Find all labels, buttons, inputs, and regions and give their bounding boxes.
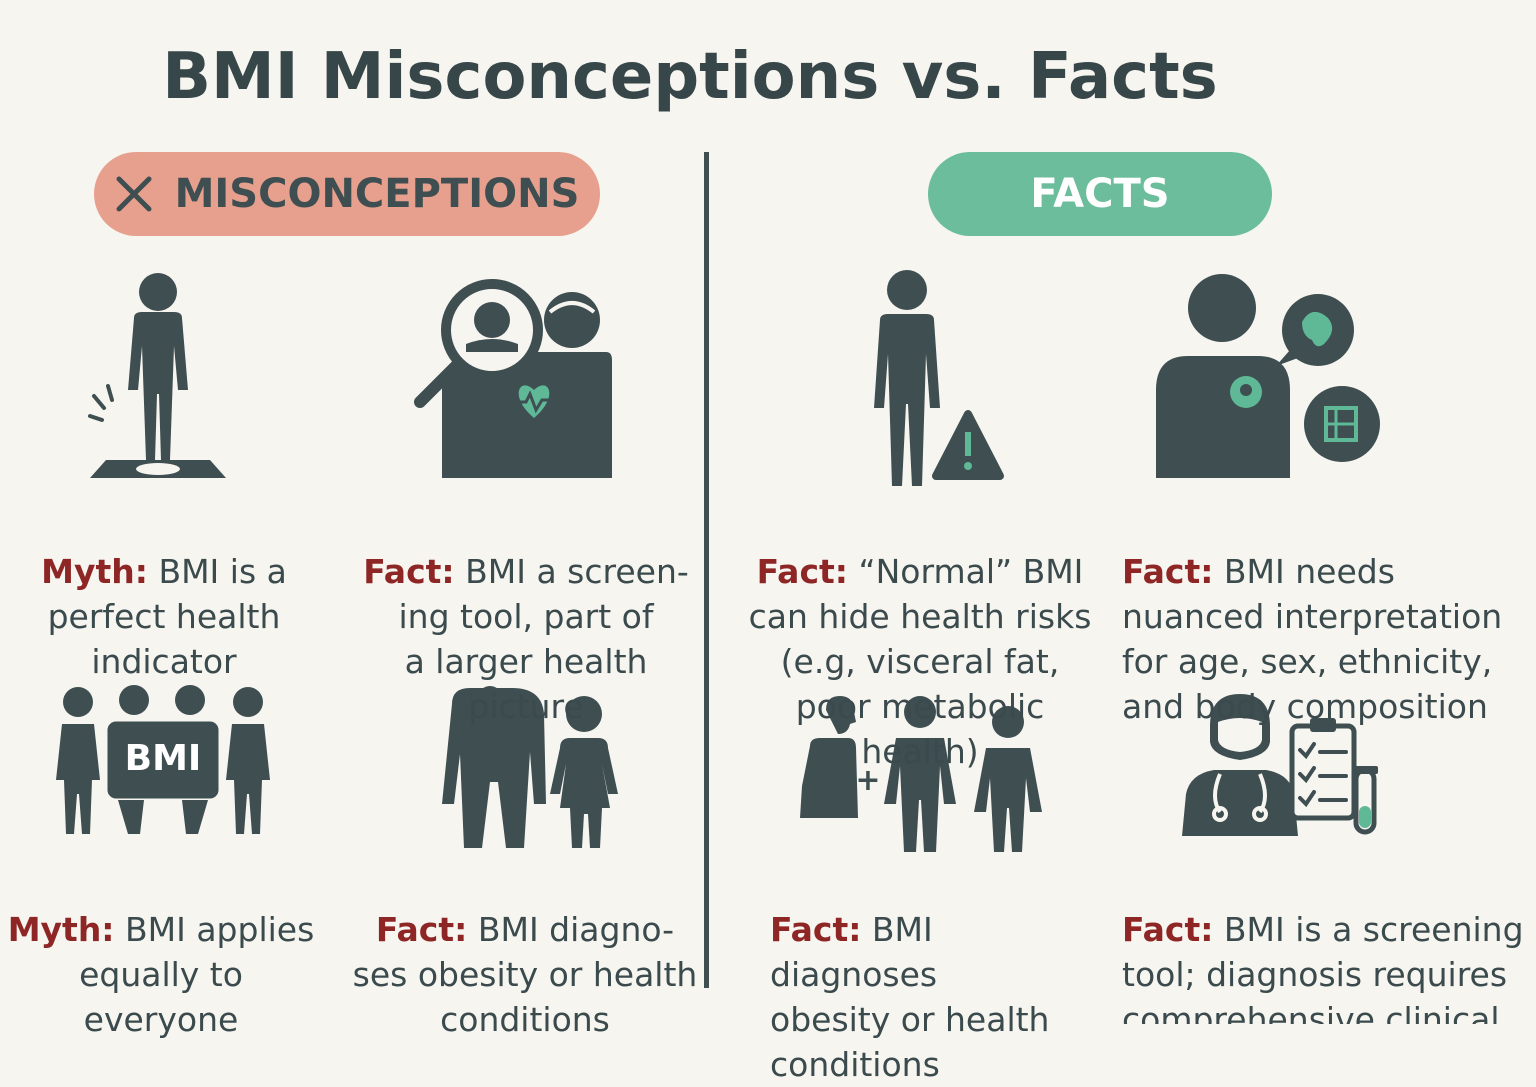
card-lead: Fact: [375, 910, 468, 949]
card-fact-diagnoses-obesity-left: Fact: BMI diagno- ses obesity or health … [350, 862, 700, 1042]
card-fact-clinical-assessment: Fact: BMI is a screening tool; diagnosis… [1122, 862, 1530, 1024]
card-fact-screening-tool: Fact: BMI a screen- ing tool, part of a … [356, 504, 696, 729]
card-myth-perfect-indicator: Myth: BMI is a perfect health indicator [14, 504, 314, 684]
card-lead: Fact: [756, 552, 848, 591]
card-lead: Fact: [770, 910, 862, 949]
card-text: BMI applies equally to everyone [79, 910, 315, 1039]
card-lead: Fact: [1122, 552, 1214, 591]
card-fact-nuanced-interpretation: Fact: BMI needs nuanced interpretation f… [1122, 504, 1530, 729]
card-text: BMI is a perfect health indicator [47, 552, 287, 681]
page-title: BMI Misconceptions vs. Facts [162, 40, 1218, 114]
bmi-badge-text: BMI [125, 738, 202, 779]
card-lead: Myth: [41, 552, 148, 591]
card-text: BMI needs nuanced interpretation for age… [1122, 552, 1503, 726]
card-text: “Normal” BMI can hide health risks (e.g,… [748, 552, 1092, 771]
card-text: BMI a screen- ing tool, part of a larger… [398, 552, 689, 726]
person-on-scale-icon [88, 273, 226, 478]
facts-header: FACTS [928, 152, 1272, 236]
x-mark-icon [116, 176, 152, 212]
card-lead: Fact: [1122, 910, 1214, 949]
misconceptions-label: MISCONCEPTIONS [174, 171, 580, 217]
card-fact-diagnoses-obesity-right: Fact: BMI diagnoses obesity or health co… [770, 862, 1110, 1087]
card-lead: Myth: [7, 910, 115, 949]
plus-sign: + [855, 763, 880, 798]
card-fact-normal-bmi-risks: Fact: “Normal” BMI can hide health risks… [740, 504, 1100, 774]
group-bmi-icon: BMI [56, 685, 270, 834]
misconceptions-header: MISCONCEPTIONS [94, 152, 600, 236]
center-divider [704, 152, 709, 988]
card-myth-applies-equally: Myth: BMI applies equally to everyone [0, 862, 322, 1042]
family-plus-icon: + [800, 696, 1042, 852]
person-organ-bubbles-icon [1156, 274, 1380, 478]
adult-child-icon [442, 686, 618, 848]
magnifier-people-heart-icon [414, 279, 612, 478]
card-text: BMI is a screening tool; diagnosis requi… [1122, 910, 1524, 1024]
facts-label: FACTS [1030, 171, 1170, 217]
card-lead: Fact: [363, 552, 455, 591]
doctor-clipboard-icon [1182, 694, 1378, 836]
person-warning-icon [874, 270, 1004, 486]
